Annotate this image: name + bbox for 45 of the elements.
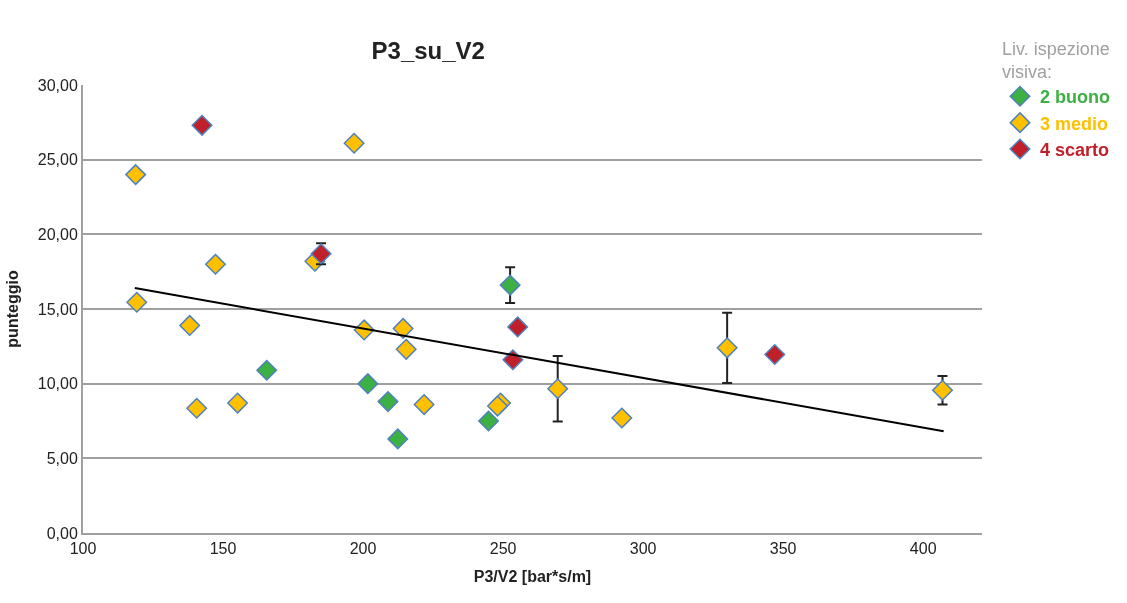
x-tick-label: 100 [69, 540, 97, 558]
point [377, 391, 399, 413]
point [186, 397, 208, 419]
y-tick-label: 20,00 [37, 225, 78, 243]
point [387, 428, 409, 450]
y-tick-label: 0,00 [46, 524, 78, 542]
point [547, 378, 569, 400]
point [256, 359, 278, 381]
point [499, 274, 521, 296]
x-axis-title: P3/V2 [bar*s/m] [473, 568, 592, 586]
y-tick-label: 15,00 [37, 300, 78, 318]
x-tick-label: 300 [629, 540, 657, 558]
point [179, 314, 201, 336]
point [764, 344, 786, 366]
y-tick-label: 5,00 [46, 449, 78, 467]
point [413, 394, 435, 416]
point [227, 392, 249, 414]
x-tick-label: 250 [489, 540, 517, 558]
point [126, 291, 148, 313]
point [932, 379, 954, 401]
point [478, 410, 500, 432]
legend-label: 4 scarto [1039, 140, 1110, 161]
y-tick-label: 30,00 [37, 76, 78, 94]
legend-label: 3 medio [1039, 113, 1109, 134]
legend-label: 2 buono [1039, 87, 1110, 108]
point [125, 164, 147, 186]
point [507, 316, 529, 338]
y-axis-title: punteggio [4, 270, 22, 348]
x-tick-label: 400 [909, 540, 937, 558]
chart-title: P3_su_V2 [371, 37, 485, 65]
point [310, 243, 332, 265]
x-tick-label: 200 [349, 540, 377, 558]
point [716, 337, 738, 359]
point [611, 407, 633, 429]
point [191, 114, 213, 136]
y-tick-label: 10,00 [37, 375, 78, 393]
point [357, 373, 379, 395]
point [395, 338, 417, 360]
point [392, 317, 414, 339]
legend-title: Liv. ispezione visiva: [1001, 38, 1110, 83]
x-tick-label: 150 [209, 540, 237, 558]
x-tick-label: 350 [769, 540, 797, 558]
y-tick-label: 25,00 [37, 151, 78, 169]
point [204, 253, 226, 275]
point [343, 132, 365, 154]
